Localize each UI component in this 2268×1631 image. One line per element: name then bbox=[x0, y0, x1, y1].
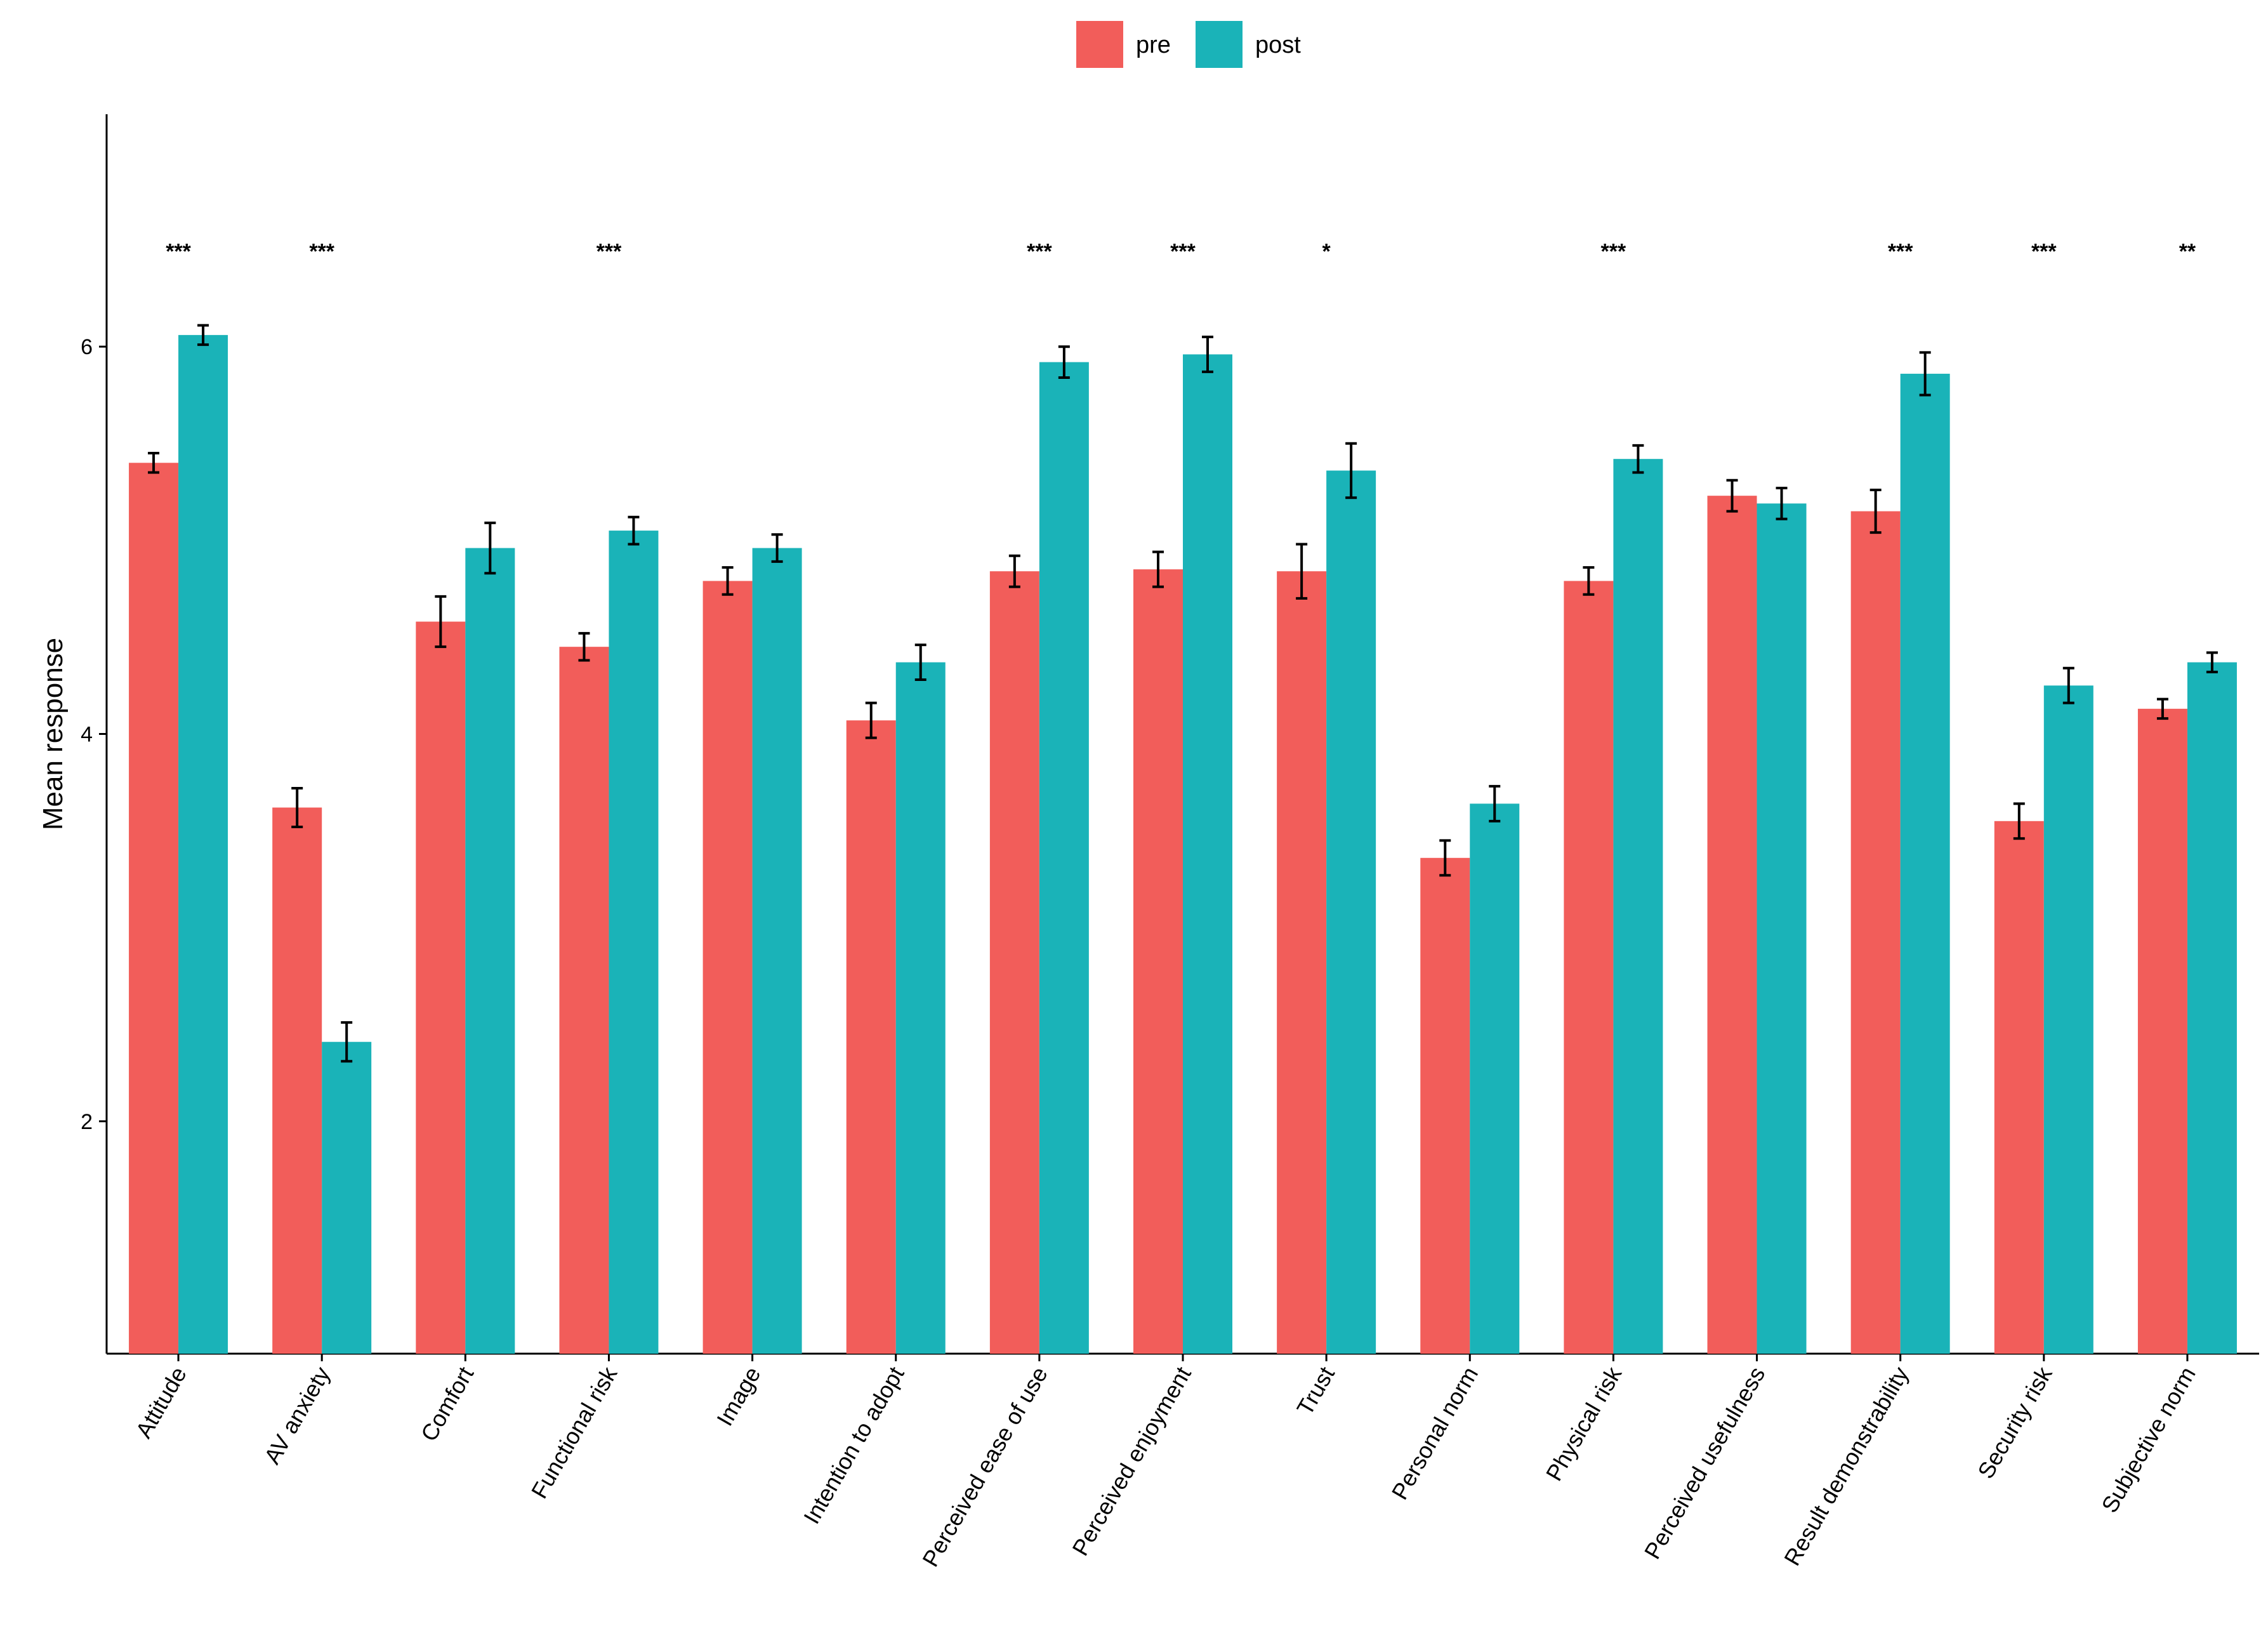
significance-marker: *** bbox=[166, 240, 191, 264]
significance-marker: *** bbox=[1170, 240, 1196, 264]
bar-post bbox=[1183, 354, 1232, 1354]
significance-marker: *** bbox=[309, 240, 334, 264]
x-tick-label: Result demonstrability bbox=[1779, 1363, 1914, 1570]
x-tick-label: Security risk bbox=[1972, 1362, 2057, 1483]
significance-marker: *** bbox=[1027, 240, 1052, 264]
legend-label-post: post bbox=[1255, 32, 1301, 58]
bar-pre bbox=[1707, 496, 1757, 1354]
bar-pre bbox=[1850, 511, 1901, 1354]
legend-swatch-pre bbox=[1076, 21, 1123, 68]
significance-marker: * bbox=[1322, 240, 1331, 264]
legend-swatch-post bbox=[1196, 21, 1243, 68]
bar-post bbox=[1326, 470, 1376, 1354]
bar-pre bbox=[1133, 569, 1183, 1354]
bar-post bbox=[895, 662, 946, 1354]
x-tick-label: Personal norm bbox=[1387, 1363, 1484, 1504]
x-tick-label: Comfort bbox=[416, 1363, 479, 1446]
y-tick-label: 2 bbox=[81, 1110, 93, 1134]
bar-pre bbox=[2137, 708, 2187, 1354]
bar-post bbox=[609, 531, 659, 1354]
y-tick-label: 6 bbox=[81, 335, 93, 359]
x-tick-label: AV anxiety bbox=[259, 1363, 335, 1469]
x-tick-label: Perceived usefulness bbox=[1639, 1363, 1770, 1564]
bar-pre bbox=[702, 581, 753, 1354]
bar-post bbox=[1039, 362, 1089, 1354]
bar-pre bbox=[1564, 581, 1614, 1354]
bar-pre bbox=[846, 720, 896, 1354]
bar-pre bbox=[272, 807, 322, 1354]
bar-post bbox=[2043, 685, 2093, 1354]
x-tick-label: Subjective norm bbox=[2096, 1363, 2201, 1517]
x-tick-label: Image bbox=[711, 1363, 766, 1430]
bar-pre bbox=[559, 647, 609, 1354]
x-tick-label: Trust bbox=[1291, 1363, 1340, 1420]
error-bars bbox=[148, 324, 2218, 1063]
bar-pre bbox=[1994, 821, 2044, 1354]
bar-post bbox=[1757, 503, 1807, 1354]
bar-post bbox=[2187, 662, 2237, 1354]
y-tick-label: 4 bbox=[81, 723, 93, 747]
legend: pre post bbox=[1076, 21, 1301, 68]
bar-pre bbox=[1420, 857, 1470, 1354]
significance-marker: ** bbox=[2179, 240, 2196, 264]
bar-post bbox=[752, 548, 802, 1354]
bars bbox=[129, 334, 2237, 1354]
bar-post bbox=[1470, 803, 1520, 1354]
x-tick-label: Physical risk bbox=[1541, 1362, 1627, 1486]
x-tick-label: Functional risk bbox=[526, 1362, 623, 1503]
bar-post bbox=[1613, 459, 1663, 1354]
significance-marker: *** bbox=[1888, 240, 1913, 264]
significance-marker: *** bbox=[1601, 240, 1626, 264]
x-tick-label: Perceived enjoyment bbox=[1067, 1363, 1196, 1561]
y-axis-title: Mean response bbox=[37, 638, 69, 830]
bar-pre bbox=[129, 463, 179, 1354]
legend-label-pre: pre bbox=[1136, 32, 1171, 58]
significance-markers: *** *** *** *** *** * *** *** *** ** bbox=[166, 240, 2196, 264]
bar-pre bbox=[989, 571, 1039, 1354]
x-tick-label: Intention to adopt bbox=[798, 1363, 909, 1528]
bar-post bbox=[178, 334, 228, 1354]
x-tick-label: Attitude bbox=[130, 1363, 192, 1443]
bar-pre bbox=[1277, 571, 1327, 1354]
x-axis-labels: Attitude AV anxiety Comfort Functional risk… bbox=[130, 1362, 2200, 1571]
bar-post bbox=[1900, 373, 1950, 1354]
bar-post bbox=[465, 548, 515, 1354]
significance-marker: *** bbox=[597, 240, 622, 264]
bar-post bbox=[322, 1041, 372, 1354]
bar-pre bbox=[416, 621, 466, 1354]
x-tick-label: Perceived ease of use bbox=[917, 1363, 1053, 1571]
significance-marker: *** bbox=[2031, 240, 2057, 264]
